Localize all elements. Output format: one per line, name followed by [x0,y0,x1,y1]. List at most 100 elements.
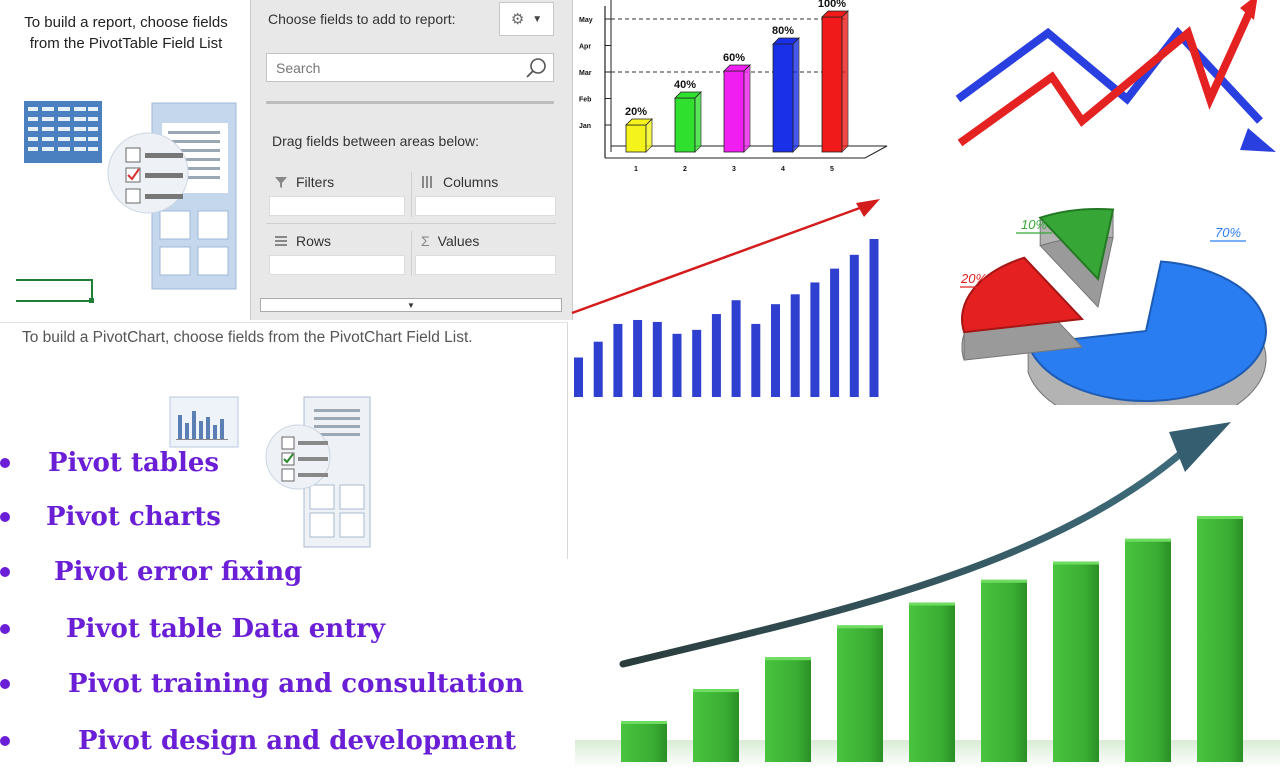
y-tick-label: Feb [579,97,591,104]
green-growth-chart [575,422,1280,769]
bar [692,329,702,397]
service-item: Pivot training and consultation [0,669,524,699]
pivot-table-hint: To build a report, choose fields from th… [24,14,228,52]
cell-selection-icon [16,279,93,302]
y-tick-label: Jan [579,123,591,130]
pivot-table-placeholder: To build a report, choose fields from th… [0,0,248,318]
bar [765,657,811,762]
bar [711,314,721,397]
bar [837,625,883,762]
pivot-chart-placeholder: To build a PivotChart, choose fields fro… [0,322,568,559]
bar [652,321,662,397]
pivot-field-list-pane: Choose fields to add to report: ⚙ ▼ Drag… [250,0,573,320]
bar [1197,516,1243,762]
bar [1053,561,1099,762]
drag-fields-message: Drag fields between areas below: [272,133,480,149]
field-list-collapse-button[interactable]: ▼ [260,298,562,312]
caret-down-icon: ▼ [407,300,415,310]
field-search [266,53,554,82]
data-label: 40% [674,79,696,91]
y-tick-label: May [579,17,593,24]
bar [625,118,653,153]
bar [593,341,603,397]
x-tick-label: 4 [781,166,785,173]
slice-label: 10% [1021,217,1047,232]
bar [751,323,761,397]
bar [674,91,702,153]
filters-drop-area[interactable] [269,196,405,216]
red-series-line [957,9,1254,147]
filters-area-header: Filters [274,174,334,190]
pivot-chart-illustration-icon [169,396,371,548]
pie-chart: 70% 20% 10% [960,208,1267,405]
slice-label: 70% [1215,225,1241,240]
y-tick-label: Mar [579,70,592,77]
search-input[interactable] [267,54,526,81]
trend-arrow-line [571,203,869,315]
field-list-title: Choose fields to add to report: [268,11,456,27]
sigma-icon: Σ [421,233,430,249]
bar [672,333,682,397]
bar [830,268,840,397]
spreadsheet-icon [24,101,102,163]
values-area-header: Σ Values [421,233,479,249]
service-item: Pivot design and development [0,726,516,756]
field-list-splitter[interactable] [266,101,554,104]
field-list-doc-icon [107,102,237,290]
service-item: Pivot table Data entry [0,614,385,644]
pie-slice [1038,208,1115,309]
bar [621,721,667,762]
service-item: Pivot charts [0,502,221,532]
bar [723,64,751,153]
gear-icon: ⚙ [510,11,525,28]
service-item: Pivot tables [0,448,219,478]
x-tick-label: 5 [830,166,834,173]
bar [1125,538,1171,762]
search-icon[interactable] [525,57,547,79]
chevron-down-icon: ▼ [532,13,543,25]
blue-series-line [955,26,1263,124]
bar [981,579,1027,762]
x-tick-label: 2 [683,166,687,173]
rows-icon [275,236,287,246]
arrow-head-icon [1169,422,1231,472]
arrow-head-icon [856,199,880,217]
bar [772,37,800,153]
bar [869,239,879,397]
bar [909,602,955,762]
pivot-table-illustration-icon [16,101,237,303]
columns-area-header: Columns [421,174,498,190]
rows-label: Rows [296,233,332,249]
values-drop-area[interactable] [415,255,556,275]
field-list-settings-button[interactable]: ⚙ ▼ [499,2,554,36]
pie-slice [1026,260,1267,405]
slice-label: 20% [960,271,987,286]
rows-drop-area[interactable] [269,255,405,275]
bar [771,304,780,397]
bar [810,282,820,397]
x-tick-label: 3 [732,166,736,173]
filter-icon [275,177,287,188]
bar [849,254,859,397]
pie-slice [961,256,1085,361]
percentage-bar-chart: Jan Feb Mar Apr May 20% 1 40% 2 60% 3 80% 4 100% 5 [579,0,888,173]
columns-label: Columns [443,174,499,190]
growth-bar-chart [571,199,880,397]
trend-line-chart [955,0,1276,152]
columns-drop-area[interactable] [415,196,556,216]
arrow-head-icon [1240,128,1276,152]
x-tick-label: 1 [634,166,638,173]
service-item: Pivot error fixing [0,557,302,587]
bar [574,357,583,397]
filters-label: Filters [296,174,335,190]
y-tick-label: Apr [579,44,591,51]
data-label: 80% [772,25,794,37]
growth-arrow-line [619,446,1189,668]
bar [731,300,741,397]
bar [821,10,849,153]
bar [790,294,800,397]
bar [613,323,623,397]
rows-area-header: Rows [274,233,331,249]
bar [693,689,739,762]
pivot-chart-hint: To build a PivotChart, choose fields fro… [22,329,473,346]
